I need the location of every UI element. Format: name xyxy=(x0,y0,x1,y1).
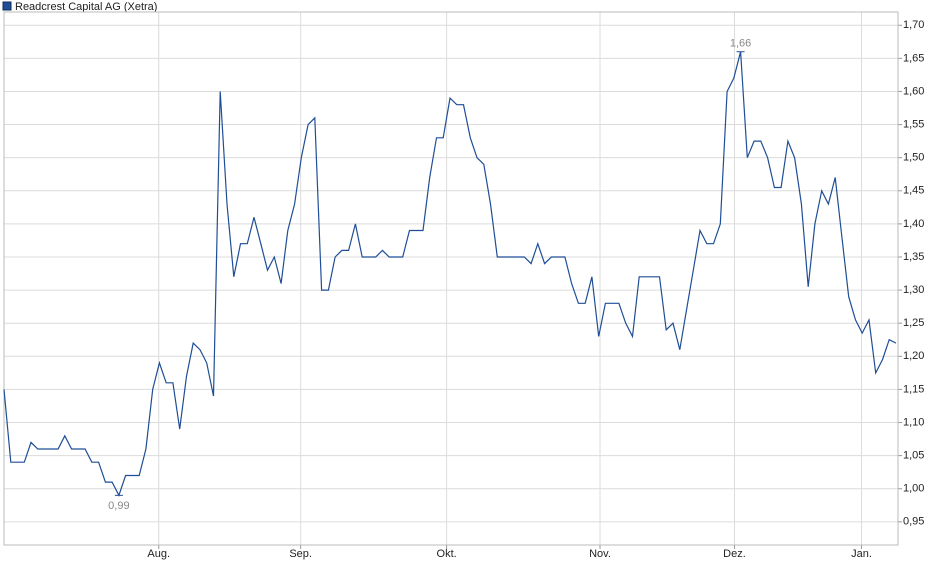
y-tick-label: 1,15 xyxy=(903,383,924,395)
y-tick-label: 1,55 xyxy=(903,118,924,130)
x-tick-label: Aug. xyxy=(147,548,170,560)
y-tick-label: 1,25 xyxy=(903,317,924,329)
y-tick-label: 1,00 xyxy=(903,483,924,495)
y-tick-label: 1,70 xyxy=(903,19,924,31)
x-tick-label: Nov. xyxy=(589,548,611,560)
y-tick-label: 1,65 xyxy=(903,52,924,64)
y-tick-label: 1,50 xyxy=(903,152,924,164)
x-tick-label: Jan. xyxy=(851,548,872,560)
y-tick-label: 1,05 xyxy=(903,450,924,462)
legend-swatch xyxy=(2,1,12,11)
y-tick-label: 1,35 xyxy=(903,251,924,263)
y-tick-label: 1,10 xyxy=(903,416,924,428)
x-tick-label: Sep. xyxy=(289,548,312,560)
y-tick-label: 0,95 xyxy=(903,516,924,528)
y-tick-label: 1,40 xyxy=(903,218,924,230)
y-tick-label: 1,45 xyxy=(903,185,924,197)
x-tick-label: Dez. xyxy=(723,548,746,560)
annotation-label: 1,66 xyxy=(730,38,751,50)
plot-frame xyxy=(3,11,899,546)
price-line xyxy=(3,51,897,497)
y-tick-label: 1,30 xyxy=(903,284,924,296)
x-tick-label: Okt. xyxy=(437,548,457,560)
y-tick-label: 1,20 xyxy=(903,350,924,362)
y-tick-label: 1,60 xyxy=(903,85,924,97)
annotation-label: 0,99 xyxy=(108,500,129,512)
legend-label: Readcrest Capital AG (Xetra) xyxy=(15,1,157,13)
